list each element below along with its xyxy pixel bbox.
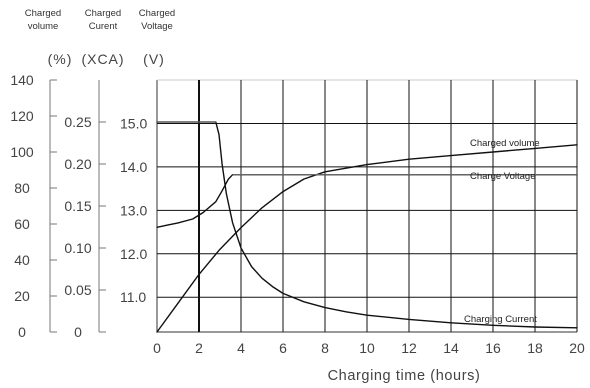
x-tick-label: 4	[237, 340, 245, 356]
axis-1-tick-label: 0.20	[64, 156, 91, 172]
axis-2-tick-label: 14.0	[120, 159, 147, 175]
axis-0-tick-label: 0	[18, 324, 26, 340]
axis-2-tick-label: 12.0	[120, 246, 147, 262]
axis-headers: Charged volume Charged Curent Charged Voltage	[25, 8, 175, 32]
axis-0-tick-label: 80	[14, 180, 30, 196]
axis-2-tick-label: 13.0	[120, 202, 147, 218]
series-line-2	[156, 121, 578, 329]
axis-1-tick-label: 0.10	[64, 240, 91, 256]
plot-grid	[156, 79, 578, 333]
axis-0-tick-label: 140	[10, 72, 34, 88]
annotation-1: Charge Voltage	[470, 171, 536, 182]
x-tick-label: 20	[569, 340, 585, 356]
axis-0-header-line-1: volume	[28, 21, 59, 32]
axis-1-tick-label: 0.25	[64, 114, 91, 130]
axis-1-header-line-0: Charged	[85, 8, 121, 19]
axis-0-unit: (%)	[48, 51, 73, 67]
axis-0-tick-label: 20	[14, 288, 30, 304]
x-tick-label: 16	[485, 340, 501, 356]
annotation-0: Charged volume	[470, 138, 540, 149]
x-tick-label: 2	[195, 340, 203, 356]
x-axis-label: Charging time (hours)	[328, 368, 481, 384]
x-tick-label: 8	[321, 340, 329, 356]
axis-0-header-line-0: Charged	[25, 8, 61, 19]
axis-units: (%) (XCA) (V)	[48, 51, 165, 67]
axis-0-tick-label: 40	[14, 252, 30, 268]
axis-1-header-line-1: Curent	[89, 21, 118, 32]
axis-1-tick-label: 0.15	[64, 198, 91, 214]
axis-2-tick-label: 11.0	[120, 289, 146, 305]
axis-0-tick-label: 60	[14, 216, 30, 232]
axis-2-header-line-0: Charged	[139, 8, 175, 19]
x-tick-label: 12	[401, 340, 417, 356]
axis-1-tick-label: 0.05	[64, 282, 91, 298]
annotation-2: Charging Current	[464, 314, 537, 325]
axis-1-unit: (XCA)	[81, 51, 124, 67]
x-tick-label: 6	[279, 340, 287, 356]
axis-0-tick-label: 120	[10, 108, 34, 124]
x-tick-label: 0	[153, 340, 161, 356]
x-axis-ticks: 0 2 4 6 8 10 12 14 16 18 20	[153, 340, 585, 356]
axis-0-tick-label: 100	[10, 144, 34, 160]
axis-2-tick-label: 15.0	[120, 115, 147, 131]
series-annotations: Charged volume Charge Voltage Charging Cur…	[464, 138, 540, 325]
series-lines	[156, 121, 578, 333]
axis-2-header-line-1: Voltage	[141, 21, 173, 32]
x-tick-label: 14	[443, 340, 459, 356]
x-tick-label: 10	[359, 340, 375, 356]
axis-1-tick-label: 0	[74, 324, 82, 340]
axis-2-unit: (V)	[143, 51, 165, 67]
y-axes: 0 20 40 60 80 100 120 140 0 0.05 0.10 0.15 0.20 0.25 1…	[10, 72, 147, 340]
x-tick-label: 18	[527, 340, 543, 356]
